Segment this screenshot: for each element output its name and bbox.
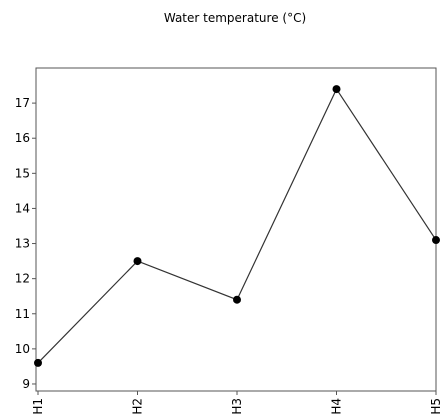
x-tick-label: H3 [230, 398, 244, 415]
y-tick-label: 10 [15, 342, 30, 356]
data-point-h3 [233, 295, 241, 304]
x-tick-label: H2 [131, 398, 145, 415]
y-tick-label: 9 [22, 377, 30, 391]
y-tick-label: 13 [15, 237, 30, 251]
data-line [37, 87, 437, 364]
x-tick-label: H1 [31, 398, 45, 415]
y-axis: 9 10 11 12 13 14 15 16 17 [15, 96, 36, 391]
data-point-h5 [432, 236, 440, 245]
data-point-h1 [34, 358, 42, 367]
y-tick-label: 17 [15, 96, 30, 110]
x-tick-label: H5 [429, 398, 443, 415]
y-tick-label: 16 [15, 131, 30, 145]
plot-area-frame [35, 67, 437, 392]
y-tick-label: 14 [15, 201, 30, 215]
chart-title: Water temperature (°C) [163, 11, 307, 25]
y-tick-label: 11 [15, 307, 30, 321]
x-axis: H1 H2 H3 H4 H5 [31, 391, 443, 415]
x-tick-label: H4 [330, 398, 344, 415]
y-tick-label: 15 [15, 166, 30, 180]
y-tick-label: 12 [15, 272, 30, 286]
data-point-h2 [133, 257, 142, 266]
data-point-h4 [332, 85, 341, 94]
series-line [34, 85, 440, 367]
